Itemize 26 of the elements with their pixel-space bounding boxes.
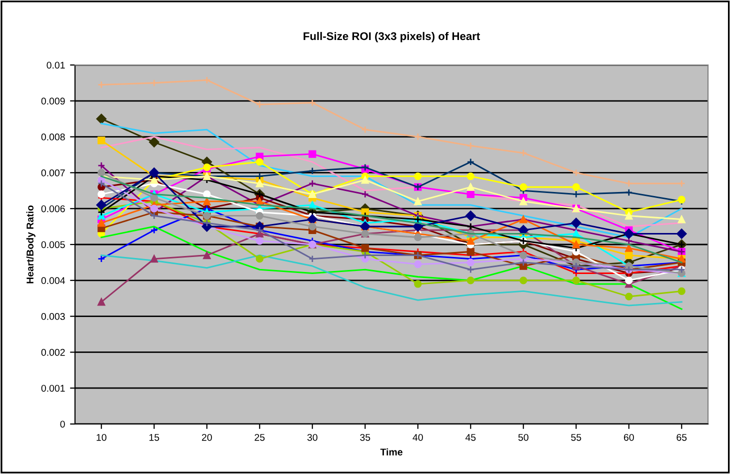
x-tick-label: 55 [571,434,582,441]
y-axis-title: Heart/Body Ratio [26,205,36,284]
y-tick-label: 0.001 [41,384,65,392]
x-tick-label: 35 [360,434,370,441]
x-tick-label: 25 [254,434,265,441]
x-tick-label: 20 [202,434,212,441]
x-tick-label: 45 [465,434,476,441]
x-tick-label: 40 [412,434,423,441]
y-tick-label: 0.007 [41,169,65,176]
y-tick-label: 0.003 [41,313,65,320]
x-axis-title: Time [380,448,402,456]
x-tick-label: 15 [149,434,160,441]
y-tick-label: 0.004 [41,277,65,284]
y-tick-label: 0.006 [41,205,65,212]
y-tick-label: 0.008 [41,134,65,140]
y-tick-label: 0.01 [46,62,65,69]
x-tick-label: 30 [307,434,318,441]
y-tick-label: 0.009 [41,98,65,105]
y-tick-label: 0 [60,420,65,428]
x-tick-label: 10 [96,434,106,441]
x-tick-label: 60 [624,434,634,441]
y-tick-label: 0.002 [41,348,65,356]
x-tick-label: 50 [518,434,528,441]
chart-title: Full-Size ROI (3x3 pixels) of Heart [304,32,480,42]
x-tick-label: 65 [676,434,687,441]
y-tick-label: 0.005 [41,241,65,248]
